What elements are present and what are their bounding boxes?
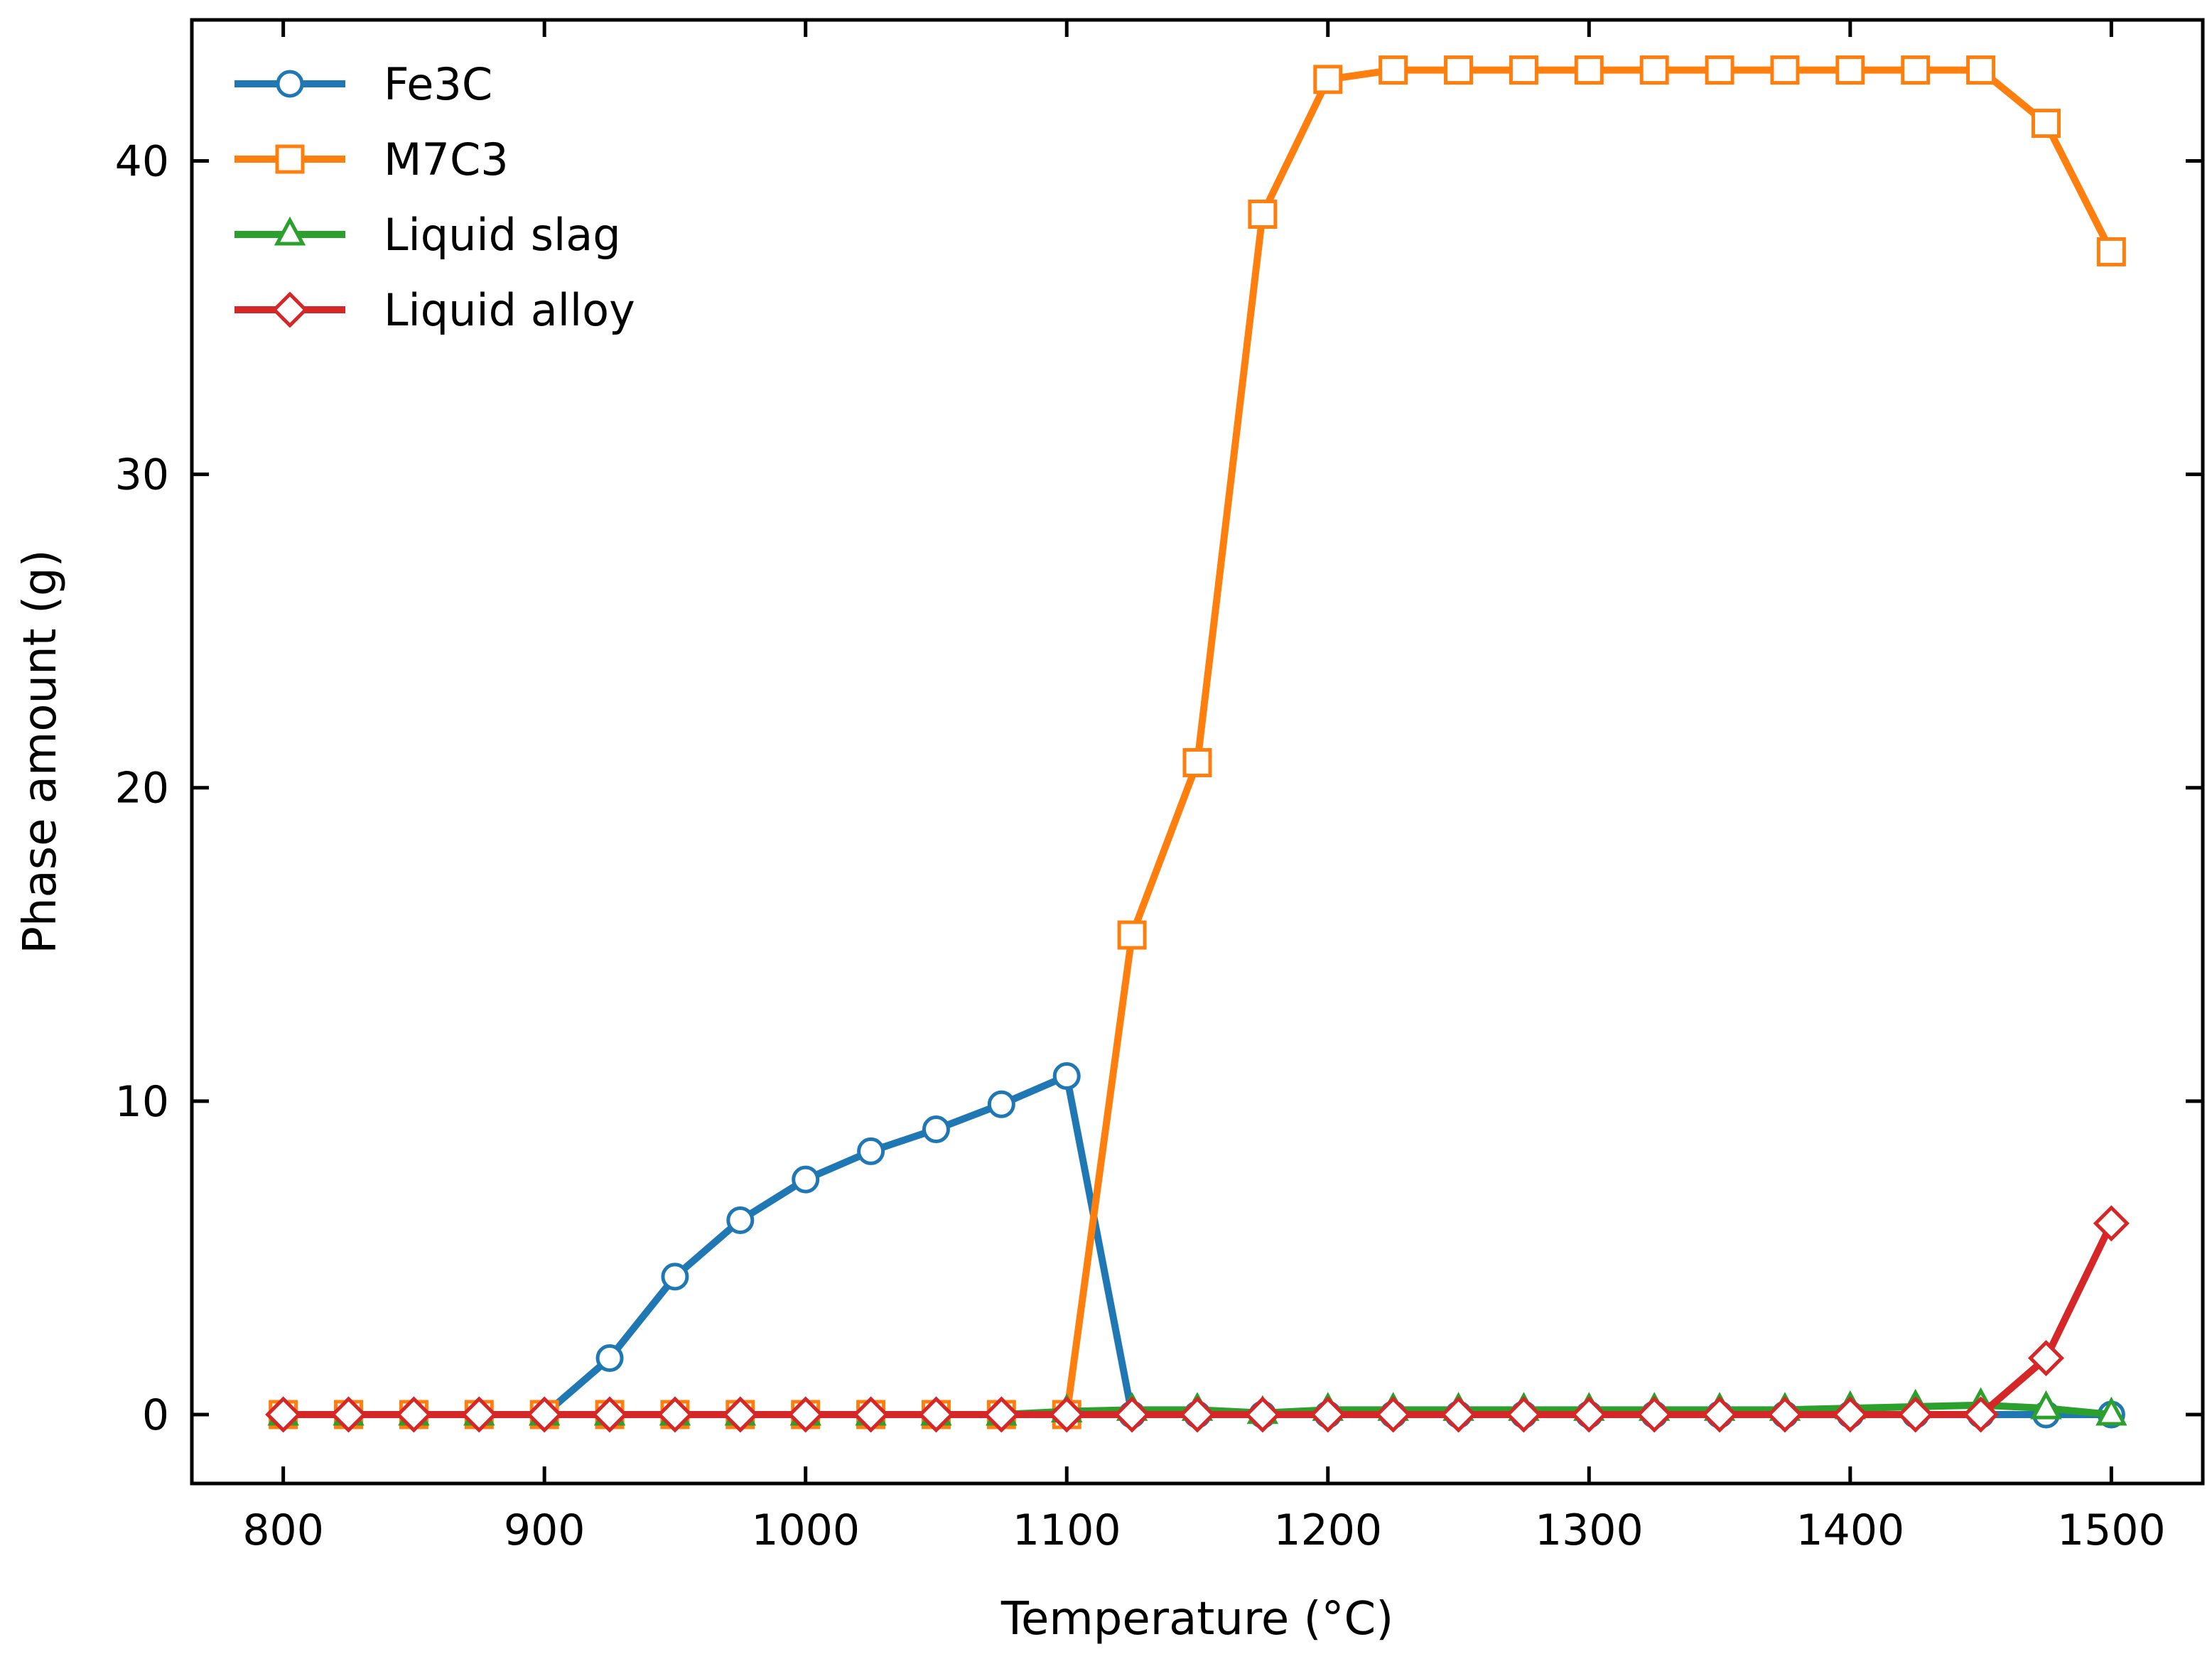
series-m7c3 — [269, 55, 2126, 1429]
data-point-fe3c — [857, 1137, 885, 1165]
data-point-m7c3 — [1966, 55, 1996, 85]
x-tick-label: 800 — [242, 1506, 324, 1555]
series-line-m7c3 — [283, 66, 2115, 1418]
data-point-liquid-alloy — [1048, 1396, 1085, 1433]
legend: Fe3C M7C3 Liquid slag Liquid alloy — [234, 58, 635, 336]
x-tick-label: 1500 — [2057, 1506, 2166, 1555]
data-point-m7c3 — [1509, 55, 1538, 85]
data-point-liquid-alloy — [1570, 1396, 1607, 1433]
x-tick-label: 1200 — [1273, 1506, 1382, 1555]
data-point-m7c3 — [1444, 55, 1474, 85]
series-liquid-alloy — [265, 1205, 2130, 1433]
data-point-m7c3 — [1182, 747, 1212, 777]
data-point-liquid-alloy — [2027, 1340, 2065, 1377]
data-point-liquid-alloy — [1832, 1396, 1869, 1433]
data-point-liquid-alloy — [1440, 1396, 1477, 1433]
data-point-m7c3 — [1313, 65, 1343, 94]
data-point-m7c3 — [1901, 55, 1931, 85]
data-point-liquid-alloy — [853, 1396, 890, 1433]
data-point-m7c3 — [1639, 55, 1669, 85]
data-point-liquid-alloy — [1310, 1396, 1347, 1433]
data-point-fe3c — [922, 1115, 950, 1144]
data-point-liquid-alloy — [330, 1396, 367, 1433]
data-point-liquid-alloy — [1766, 1396, 1803, 1433]
legend-label: Fe3C — [384, 58, 492, 110]
data-point-fe3c — [792, 1165, 820, 1194]
data-point-liquid-alloy — [395, 1396, 432, 1433]
data-point-liquid-alloy — [1113, 1396, 1150, 1433]
data-point-liquid-alloy — [722, 1396, 759, 1433]
data-point-liquid-alloy — [1897, 1396, 1934, 1433]
data-point-liquid-alloy — [526, 1396, 563, 1433]
data-point-m7c3 — [2096, 237, 2126, 266]
legend-label: Liquid slag — [384, 209, 621, 261]
x-tick-label: 1400 — [1796, 1506, 1904, 1555]
y-tick-label: 0 — [142, 1390, 169, 1440]
series-line-fe3c — [283, 1072, 2112, 1418]
legend-label: Liquid alloy — [384, 284, 635, 336]
legend-swatch-marker — [275, 144, 305, 174]
x-tick-label: 1300 — [1535, 1506, 1644, 1555]
data-point-liquid-alloy — [1963, 1396, 2000, 1433]
y-tick-label: 40 — [115, 137, 169, 187]
data-point-liquid-slag — [2030, 1390, 2062, 1420]
data-point-liquid-alloy — [591, 1396, 628, 1433]
legend-item-liquid-alloy: Liquid alloy — [234, 284, 635, 336]
data-point-m7c3 — [1117, 920, 1147, 950]
legend-item-fe3c: Fe3C — [234, 58, 492, 110]
data-point-liquid-slag — [2095, 1396, 2127, 1426]
x-tick-label: 1000 — [751, 1506, 860, 1555]
data-point-liquid-alloy — [265, 1396, 302, 1433]
data-point-fe3c — [661, 1263, 689, 1291]
series-line-liquid-alloy — [283, 1221, 2115, 1418]
data-point-liquid-alloy — [787, 1396, 824, 1433]
data-point-fe3c — [726, 1206, 755, 1234]
data-point-liquid-alloy — [1701, 1396, 1738, 1433]
y-tick-label: 10 — [115, 1077, 169, 1127]
legend-swatch-marker — [271, 291, 308, 328]
legend-label: M7C3 — [384, 134, 509, 185]
data-point-m7c3 — [1835, 55, 1865, 85]
ticks-layer: 800 900 1000 1100 1200 1300 1400 1500 0 10 20 30 40 — [115, 20, 2203, 1555]
data-point-liquid-alloy — [1244, 1396, 1281, 1433]
data-point-m7c3 — [1574, 55, 1604, 85]
legend-swatch-marker — [274, 216, 306, 246]
legend-item-m7c3: M7C3 — [234, 134, 509, 185]
y-tick-label: 20 — [115, 764, 169, 814]
data-point-liquid-alloy — [1179, 1396, 1216, 1433]
data-point-liquid-alloy — [917, 1396, 955, 1433]
data-point-m7c3 — [1770, 55, 1800, 85]
series-layer — [265, 55, 2130, 1433]
y-axis-label: Phase amount (g) — [14, 549, 67, 953]
data-point-fe3c — [1052, 1062, 1081, 1091]
data-point-liquid-alloy — [657, 1396, 694, 1433]
data-point-m7c3 — [1705, 55, 1734, 85]
data-point-liquid-alloy — [460, 1396, 497, 1433]
data-point-m7c3 — [2031, 109, 2061, 139]
data-point-liquid-alloy — [1505, 1396, 1542, 1433]
x-tick-label: 1100 — [1013, 1506, 1121, 1555]
y-tick-label: 30 — [115, 450, 169, 500]
data-point-m7c3 — [1248, 199, 1278, 229]
legend-swatch-marker — [276, 70, 304, 98]
x-tick-label: 900 — [504, 1506, 586, 1555]
axes-frame — [190, 18, 2205, 1486]
data-point-liquid-alloy — [1636, 1396, 1673, 1433]
data-point-fe3c — [987, 1090, 1015, 1118]
data-point-m7c3 — [1379, 55, 1408, 85]
data-point-liquid-alloy — [2093, 1205, 2130, 1242]
data-point-liquid-alloy — [983, 1396, 1020, 1433]
legend-item-liquid-slag: Liquid slag — [234, 209, 621, 261]
x-axis-label: Temperature (°C) — [1000, 1593, 1393, 1645]
series-fe3c — [269, 1062, 2125, 1429]
data-point-liquid-alloy — [1375, 1396, 1412, 1433]
data-point-fe3c — [595, 1344, 624, 1373]
